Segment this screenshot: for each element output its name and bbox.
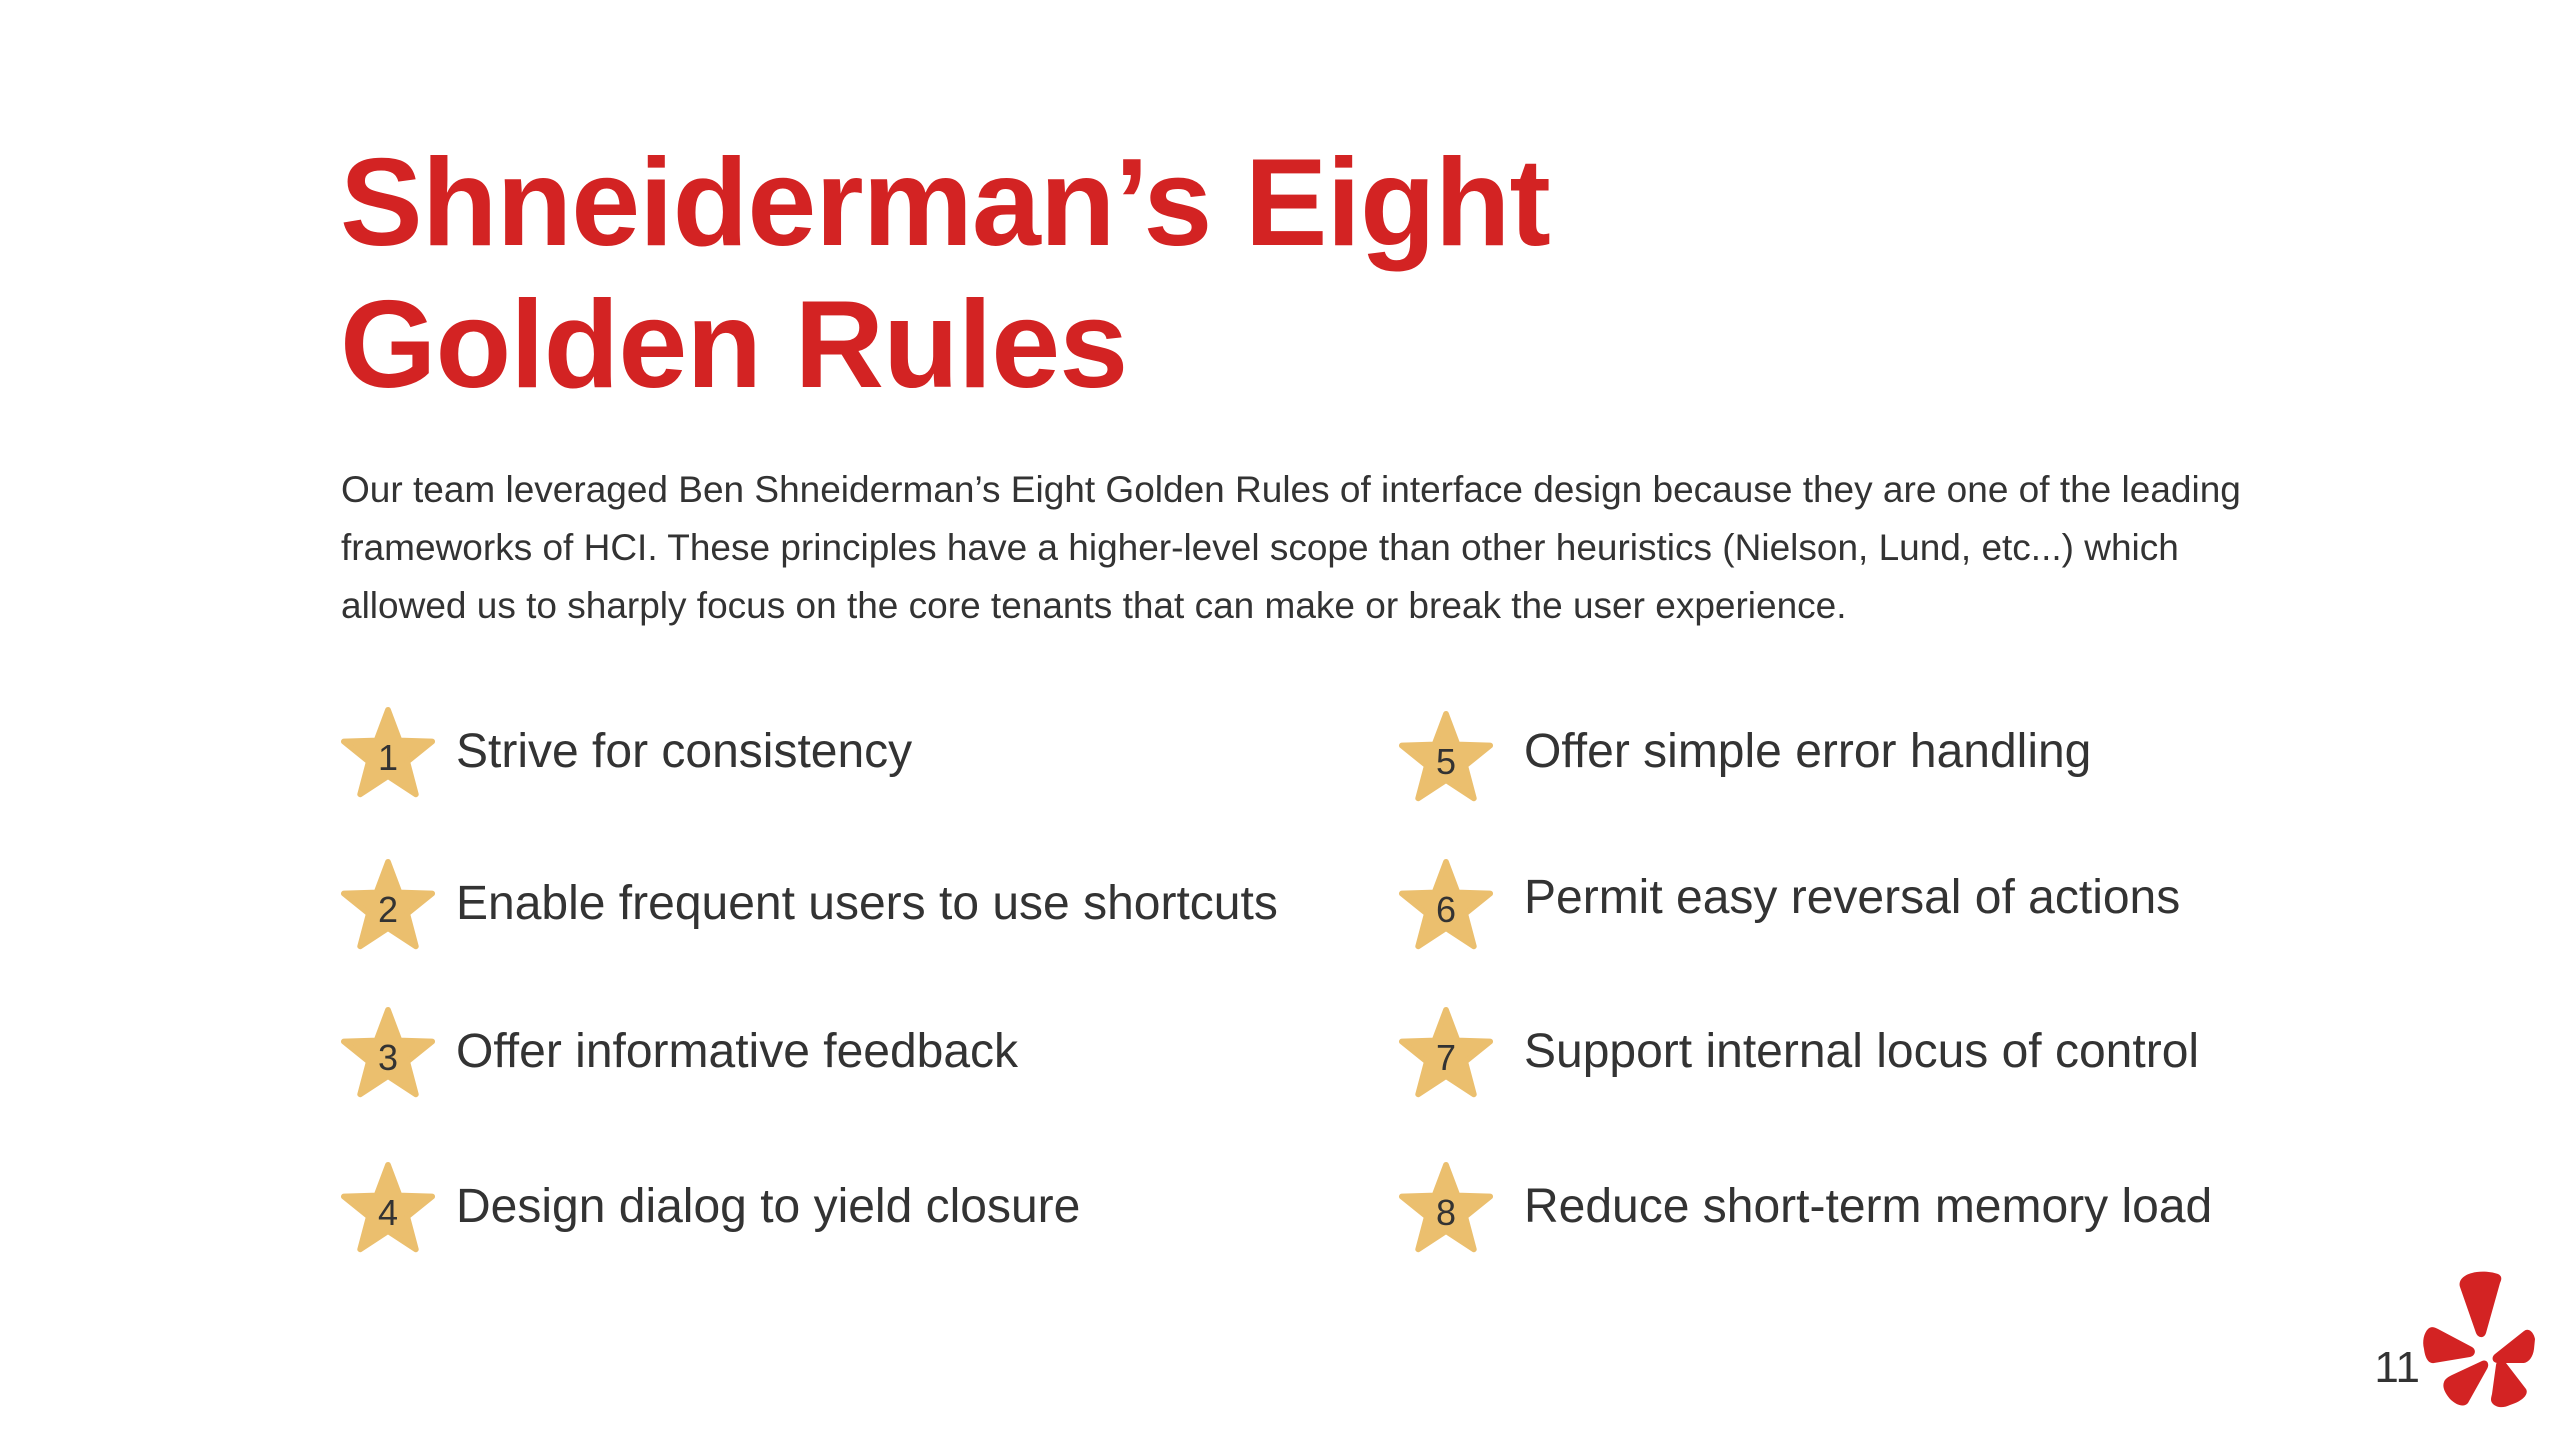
star-icon bbox=[1398, 1006, 1494, 1102]
rule-number: 7 bbox=[1435, 1037, 1457, 1078]
star-icon bbox=[340, 858, 436, 954]
star-icon bbox=[340, 706, 436, 802]
rule-text: Offer simple error handling bbox=[1524, 725, 2092, 778]
rule-text: Offer informative feedback bbox=[456, 1025, 1019, 1078]
rule-text: Reduce short-term memory load bbox=[1524, 1180, 2213, 1233]
slide-title: Shneiderman’s Eight Golden Rules bbox=[340, 132, 2140, 416]
slide-title-line-1: Shneiderman’s Eight bbox=[340, 134, 1551, 272]
star-icon bbox=[1398, 710, 1494, 806]
slide-title-line-2: Golden Rules bbox=[340, 276, 1128, 414]
rule-number: 8 bbox=[1435, 1192, 1457, 1233]
rule-number: 6 bbox=[1435, 889, 1457, 930]
rule-text: Permit easy reversal of actions bbox=[1524, 871, 2181, 924]
rule-text: Enable frequent users to use shortcuts bbox=[456, 877, 1278, 930]
page-number: 11 bbox=[2374, 1343, 2420, 1392]
rule-text: Strive for consistency bbox=[456, 725, 913, 778]
star-icon bbox=[1398, 1161, 1494, 1257]
rule-number: 4 bbox=[377, 1192, 399, 1233]
rule-number: 1 bbox=[377, 737, 399, 778]
rule-text: Support internal locus of control bbox=[1524, 1025, 2200, 1078]
rule-number: 3 bbox=[377, 1037, 399, 1078]
yelp-burst-logo bbox=[2420, 1265, 2540, 1415]
rule-number: 5 bbox=[1435, 741, 1457, 782]
rule-number: 2 bbox=[377, 889, 399, 930]
star-icon bbox=[340, 1161, 436, 1257]
star-icon bbox=[340, 1006, 436, 1102]
star-icon bbox=[1398, 858, 1494, 954]
rule-text: Design dialog to yield closure bbox=[456, 1180, 1081, 1233]
intro-paragraph: Our team leveraged Ben Shneiderman’s Eig… bbox=[341, 469, 2241, 626]
